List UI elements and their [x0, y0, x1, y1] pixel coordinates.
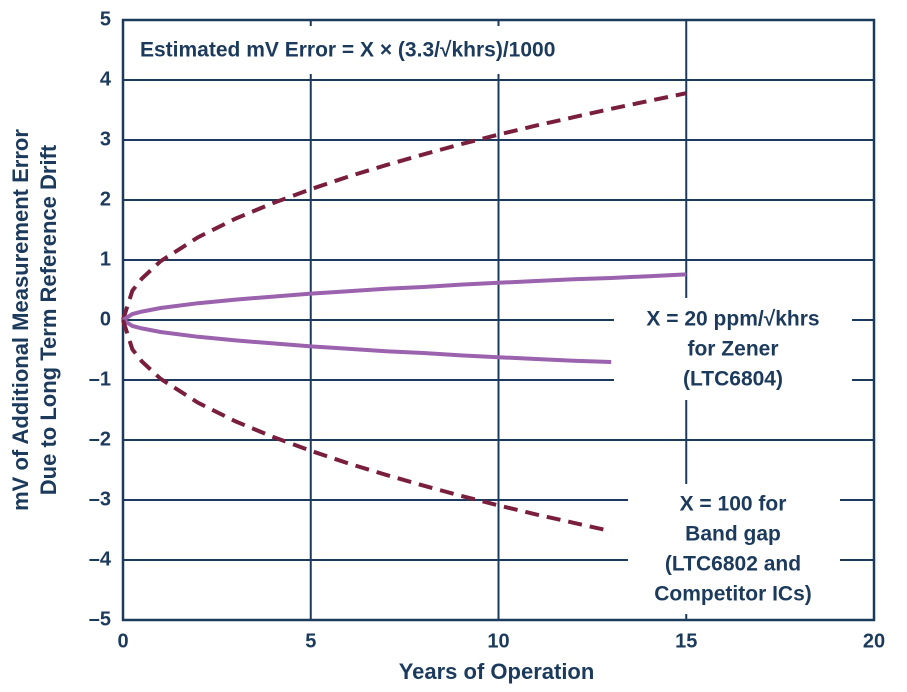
- annotation: (LTC6804): [683, 368, 783, 391]
- y-tick-label: 5: [100, 8, 111, 30]
- title-box: [128, 26, 660, 74]
- y-axis-label: mV of Additional Measurement Error: [8, 129, 33, 511]
- series-line: [121, 319, 612, 534]
- y-tick-label: –3: [89, 488, 111, 510]
- y-tick-label: –1: [89, 368, 111, 390]
- y-tick-label: 0: [100, 308, 111, 330]
- x-tick-label: 15: [675, 630, 697, 652]
- y-tick-label: 1: [100, 248, 111, 270]
- y-tick-label: 3: [100, 128, 111, 150]
- x-tick-label: 0: [117, 630, 128, 652]
- annotation: for Zener: [687, 338, 778, 361]
- y-tick-label: 2: [100, 188, 111, 210]
- annotation-box: [628, 484, 840, 614]
- series-line: [121, 91, 687, 321]
- y-tick-label: –2: [89, 428, 111, 450]
- y-tick-label: 4: [100, 68, 112, 90]
- annotation: X = 100 for: [680, 493, 787, 516]
- x-tick-label: 10: [487, 630, 509, 652]
- annotation: X = 20 ppm/√khrs: [646, 308, 819, 331]
- x-tick-label: 5: [305, 630, 316, 652]
- annotation: (LTC6802 and: [665, 553, 801, 576]
- chart-title: Estimated mV Error = X × (3.3/√khrs)/100…: [140, 39, 555, 62]
- y-tick-label: –5: [89, 608, 111, 630]
- annotation-box: [614, 298, 852, 400]
- series-line: [121, 272, 687, 322]
- y-tick-label: –4: [89, 548, 112, 570]
- annotation: Competitor ICs): [654, 583, 812, 606]
- x-tick-label: 20: [863, 630, 885, 652]
- series-line: [121, 318, 612, 364]
- x-axis-label: Years of Operation: [399, 659, 595, 684]
- y-axis-label: Due to Long Term Reference Drift: [36, 144, 61, 495]
- annotation: Band gap: [685, 523, 781, 546]
